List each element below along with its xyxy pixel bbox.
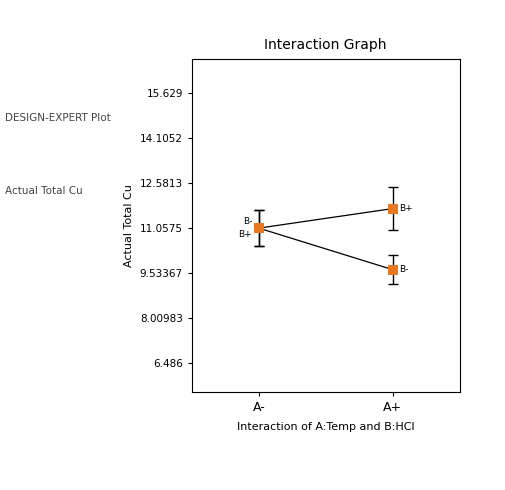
- Text: DESIGN-EXPERT Plot: DESIGN-EXPERT Plot: [5, 113, 111, 122]
- Title: Interaction Graph: Interaction Graph: [265, 38, 387, 52]
- Text: B-: B-: [399, 265, 409, 274]
- Text: B-: B-: [243, 217, 252, 226]
- Text: B+: B+: [238, 230, 252, 240]
- Text: B+: B+: [399, 204, 413, 213]
- X-axis label: Interaction of A:Temp and B:HCl: Interaction of A:Temp and B:HCl: [237, 422, 415, 432]
- Text: Actual Total Cu: Actual Total Cu: [5, 186, 83, 196]
- Y-axis label: Actual Total Cu: Actual Total Cu: [124, 184, 134, 267]
